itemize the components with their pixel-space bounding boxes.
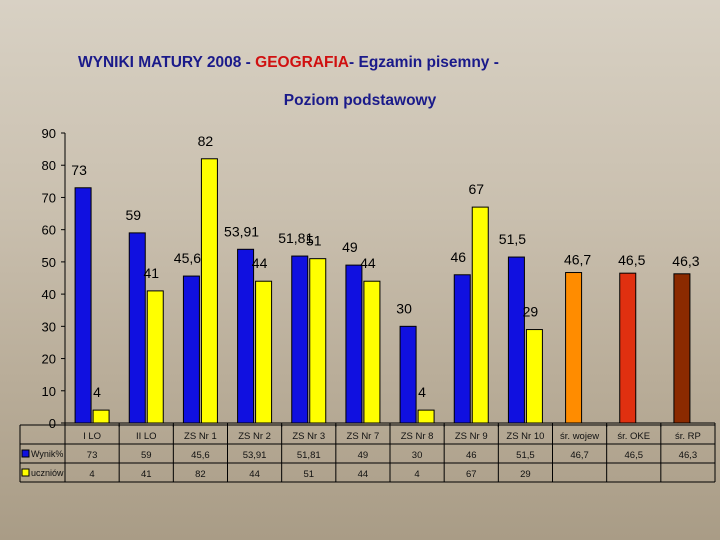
data-label-average: 46,7 <box>564 252 591 268</box>
data-label-uczniow: 67 <box>468 181 484 197</box>
table-cell: 46,7 <box>570 450 589 461</box>
table-cell: 67 <box>466 469 477 480</box>
x-tick-label: ZS Nr 2 <box>238 431 271 442</box>
bar-uczniow <box>146 290 164 424</box>
data-label-wynik: 30 <box>396 300 412 316</box>
x-tick-label: ZS Nr 8 <box>401 431 434 442</box>
data-label-uczniow: 4 <box>418 384 426 400</box>
title-part1: WYNIKI MATURY 2008 - <box>78 54 256 71</box>
table-cell: 29 <box>520 469 531 480</box>
bar-uczniow <box>471 206 489 424</box>
data-label-wynik: 45,6 <box>174 250 201 266</box>
x-tick-label: śr. OKE <box>617 431 650 442</box>
data-label-uczniow: 41 <box>143 265 159 281</box>
table-cell: 30 <box>412 450 423 461</box>
x-tick-label: ZS Nr 7 <box>347 431 380 442</box>
data-label-wynik: 46 <box>450 249 466 265</box>
bar-wynik <box>237 248 255 424</box>
x-tick-label: ZS Nr 1 <box>184 431 217 442</box>
data-label-uczniow: 44 <box>360 255 376 271</box>
table-cell: 53,91 <box>243 450 267 461</box>
y-tick-label: 0 <box>49 416 56 431</box>
table-cell: 44 <box>249 469 260 480</box>
data-label-average: 46,3 <box>672 253 699 269</box>
y-tick-label: 30 <box>42 319 56 334</box>
bar-uczniow <box>363 280 381 424</box>
data-label-uczniow: 4 <box>93 384 101 400</box>
y-tick-label: 20 <box>42 352 56 367</box>
data-label-wynik: 51,81 <box>278 230 313 246</box>
bar-wynik <box>453 274 471 424</box>
bar-wynik <box>128 232 146 424</box>
table-cell: 46,3 <box>679 450 698 461</box>
table-cell: 41 <box>141 469 152 480</box>
table-cell: 45,6 <box>191 450 210 461</box>
y-tick-label: 70 <box>42 190 56 205</box>
legend-key <box>21 468 30 477</box>
y-tick-label: 60 <box>42 223 56 238</box>
title-part2: - Egzamin pisemny - <box>349 54 499 71</box>
bar-average <box>619 272 637 424</box>
bar-wynik <box>291 255 309 424</box>
data-label-uczniow: 51 <box>306 233 322 249</box>
bar-wynik <box>182 275 200 424</box>
x-tick-label: śr. wojew <box>560 431 599 442</box>
data-label-wynik: 49 <box>342 239 358 255</box>
x-tick-label: ZS Nr 9 <box>455 431 488 442</box>
bar-wynik <box>507 256 525 424</box>
y-tick-label: 80 <box>42 158 56 173</box>
x-tick-label: II LO <box>136 431 157 442</box>
x-tick-label: ZS Nr 3 <box>292 431 325 442</box>
chart-subtitle: Poziom podstawowy <box>283 92 437 109</box>
legend-key <box>21 449 30 458</box>
data-label-wynik: 53,91 <box>224 223 259 239</box>
y-tick-label: 50 <box>42 255 56 270</box>
y-tick-label: 90 <box>42 126 56 141</box>
legend-label: Wynik% <box>31 449 63 459</box>
table-cell: 73 <box>87 450 98 461</box>
bar-uczniow <box>92 409 110 424</box>
data-label-wynik: 59 <box>125 207 141 223</box>
y-tick-label: 40 <box>42 287 56 302</box>
bar-uczniow <box>200 158 218 424</box>
table-cell: 44 <box>358 469 369 480</box>
data-label-uczniow: 44 <box>252 255 268 271</box>
x-tick-label: śr. RP <box>675 431 701 442</box>
title-highlight: GEOGRAFIA <box>255 54 350 71</box>
bar-wynik <box>74 187 92 424</box>
data-label-wynik: 73 <box>71 162 87 178</box>
x-tick-label: I LO <box>83 431 101 442</box>
legend-label: uczniów <box>31 468 64 478</box>
x-tick-label: ZS Nr 10 <box>506 431 544 442</box>
table-cell: 51 <box>303 469 314 480</box>
table-cell: 59 <box>141 450 152 461</box>
bar-average <box>565 272 583 424</box>
y-tick-label: 10 <box>42 384 56 399</box>
table-cell: 46 <box>466 450 477 461</box>
bar-uczniow <box>255 280 273 424</box>
chart-title: WYNIKI MATURY 2008 - GEOGRAFIA- Egzamin … <box>0 54 720 72</box>
data-label-wynik: 51,5 <box>499 231 526 247</box>
bar-uczniow <box>417 409 435 424</box>
bar-uczniow <box>525 329 543 424</box>
data-label-uczniow: 82 <box>198 133 214 149</box>
bar-average <box>673 273 691 424</box>
table-cell: 49 <box>358 450 369 461</box>
table-cell: 4 <box>89 469 94 480</box>
table-cell: 82 <box>195 469 206 480</box>
bar-wynik <box>345 264 363 424</box>
table-cell: 4 <box>414 469 419 480</box>
data-label-average: 46,5 <box>618 252 645 268</box>
data-label-uczniow: 29 <box>523 304 539 320</box>
bar-uczniow <box>309 258 327 424</box>
table-cell: 46,5 <box>625 450 644 461</box>
table-cell: 51,5 <box>516 450 535 461</box>
bar-wynik <box>399 325 417 424</box>
table-cell: 51,81 <box>297 450 321 461</box>
